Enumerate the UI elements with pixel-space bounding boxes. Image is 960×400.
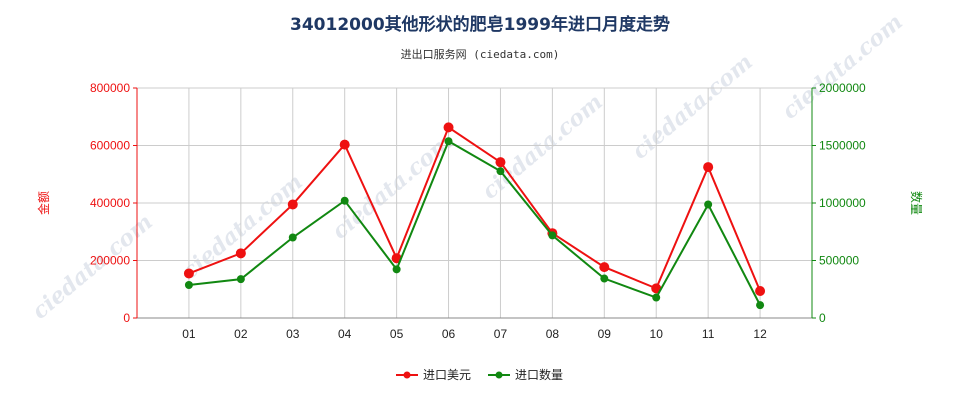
data-point-usd — [495, 157, 506, 168]
x-tick-label: 10 — [650, 327, 664, 341]
legend-label: 进口数量 — [515, 367, 563, 382]
left-tick-label: 600000 — [90, 139, 130, 153]
series-line-quantity — [188, 139, 761, 306]
x-tick-label: 04 — [338, 327, 352, 341]
right-tick-label: 0 — [819, 311, 826, 325]
left-tick-label: 0 — [123, 311, 130, 325]
legend-item-quantity[interactable]: 进口数量 — [488, 367, 563, 382]
right-tick-label: 1500000 — [819, 139, 866, 153]
x-tick-label: 11 — [702, 327, 715, 341]
series — [183, 122, 766, 310]
x-tick-label: 08 — [546, 327, 560, 341]
data-point-quantity — [600, 274, 609, 283]
left-tick-label: 200000 — [90, 254, 130, 268]
data-point-usd — [651, 283, 662, 294]
x-tick-label: 07 — [494, 327, 508, 341]
data-point-usd — [235, 248, 246, 259]
x-tick-label: 03 — [286, 327, 300, 341]
data-point-quantity — [288, 233, 297, 242]
data-point-usd — [703, 162, 714, 173]
chart-subtitle: 进出口服务网 (ciedata.com) — [400, 48, 560, 61]
data-point-usd — [339, 139, 350, 150]
legend-swatch-marker — [403, 371, 411, 379]
data-point-quantity — [704, 200, 713, 209]
right-tick-label: 1000000 — [819, 196, 866, 210]
x-tick-label: 02 — [234, 327, 248, 341]
data-point-quantity — [392, 265, 401, 274]
watermark-text: ciedata.com — [177, 169, 308, 285]
data-point-quantity — [340, 196, 349, 205]
legend-swatch-marker — [495, 371, 503, 379]
watermark-text: ciedata.com — [777, 9, 908, 125]
legend[interactable]: 进口美元 进口数量 — [396, 367, 563, 382]
chart-title: 34012000其他形状的肥皂1999年进口月度走势 — [290, 15, 670, 35]
left-tick-label: 400000 — [90, 196, 130, 210]
data-point-quantity — [184, 280, 193, 289]
data-point-quantity — [444, 137, 453, 146]
x-tick-label: 05 — [390, 327, 404, 341]
data-point-quantity — [652, 293, 661, 302]
data-point-quantity — [548, 231, 557, 240]
x-tick-label: 09 — [598, 327, 612, 341]
left-tick-label: 800000 — [90, 81, 130, 95]
series-line-usd — [188, 125, 761, 292]
left-axis-label: 金额 — [36, 191, 51, 215]
watermark-text: ciedata.com — [477, 89, 608, 205]
data-point-quantity — [496, 167, 505, 176]
watermark: ciedata.com ciedata.com ciedata.com ciedata… — [27, 9, 908, 325]
legend-label: 进口美元 — [423, 368, 471, 382]
right-tick-label: 2000000 — [819, 81, 866, 95]
ticks: 0 200000 400000 600000 800000 0 500000 1000000 1… — [90, 81, 866, 341]
x-tick-label: 06 — [442, 327, 456, 341]
data-point-usd — [443, 122, 454, 133]
data-point-quantity — [236, 275, 245, 284]
x-tick-label: 01 — [182, 327, 196, 341]
legend-item-usd[interactable]: 进口美元 — [396, 368, 471, 382]
right-tick-label: 500000 — [819, 254, 859, 268]
watermark-text: ciedata.com — [627, 49, 758, 165]
right-axis-label: 数量 — [909, 191, 924, 215]
x-tick-label: 12 — [753, 327, 767, 341]
data-point-usd — [287, 199, 298, 210]
data-point-usd — [599, 262, 610, 273]
data-point-usd — [183, 268, 194, 279]
data-point-usd — [755, 285, 766, 296]
data-point-quantity — [756, 301, 765, 310]
